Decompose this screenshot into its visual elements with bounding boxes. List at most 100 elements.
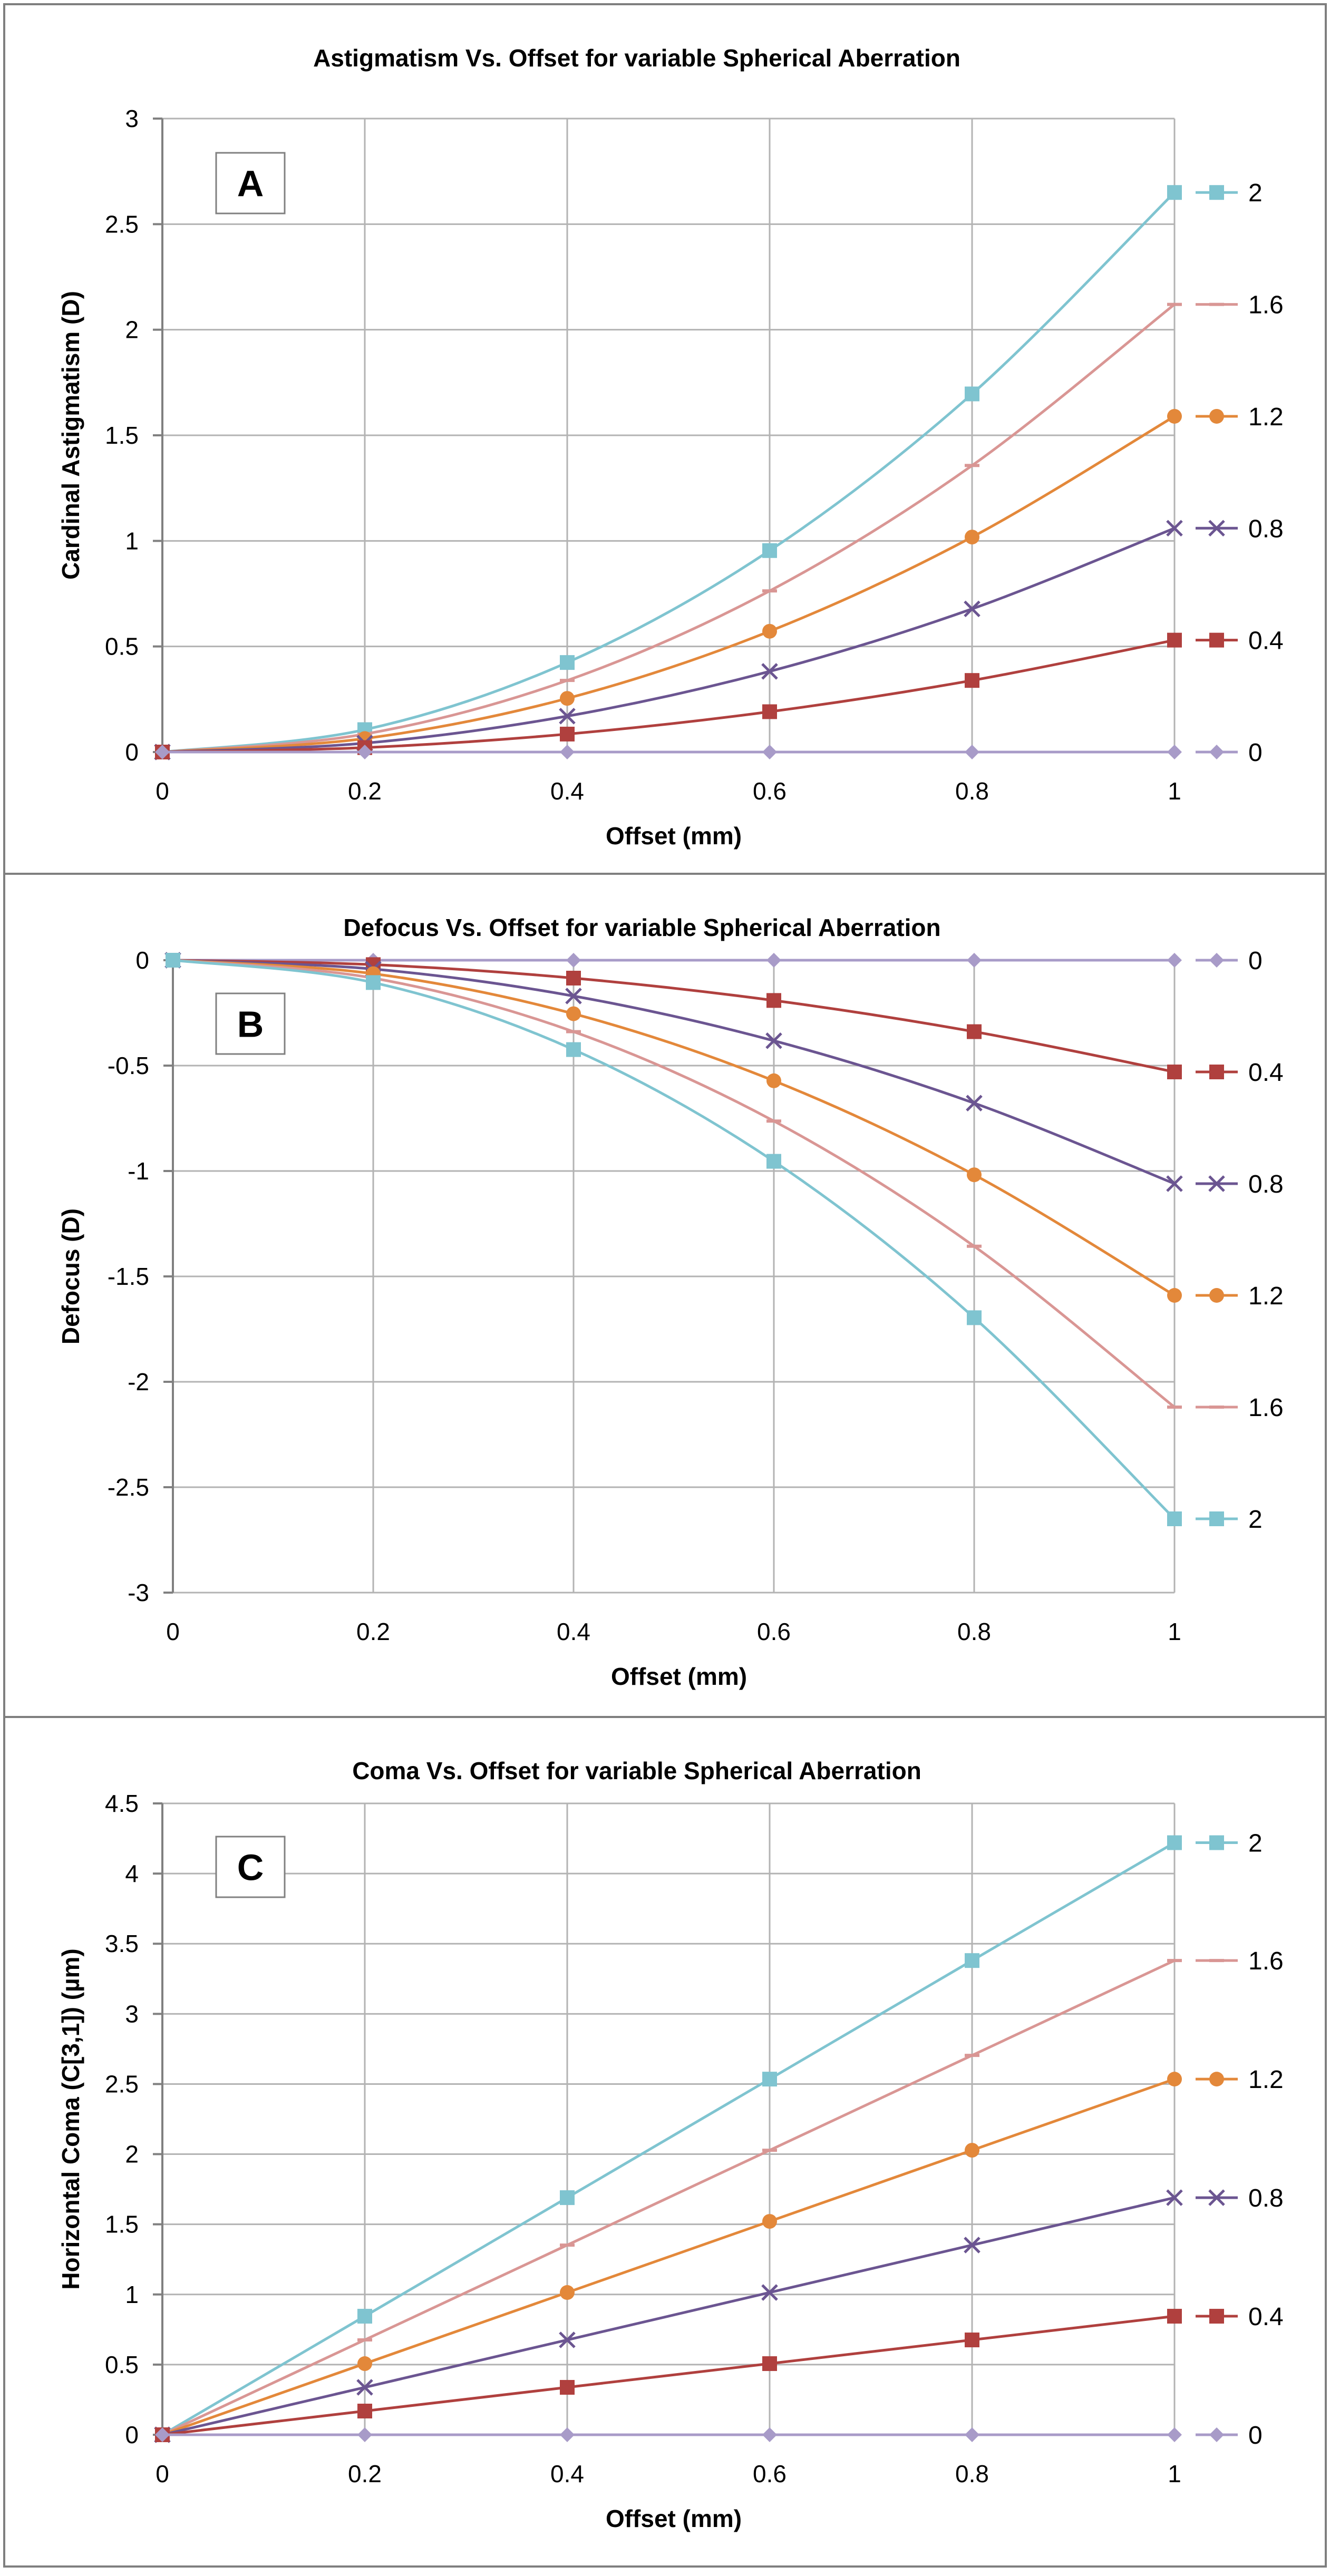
series-line-0-8 — [162, 2196, 1175, 2436]
data-point-1-2 — [762, 623, 777, 639]
legend-label: 0 — [1248, 739, 1263, 767]
data-point-0-8 — [966, 1095, 983, 1111]
x-tick-label: 0.4 — [550, 2460, 584, 2487]
legend-swatch-marker — [1209, 408, 1224, 424]
data-point-1-2 — [1167, 2072, 1182, 2087]
series-line-0-8 — [162, 526, 1175, 754]
legend-entry-0-8: 0.8 — [1196, 515, 1284, 543]
data-point-2 — [1167, 1835, 1182, 1850]
legend-swatch-marker — [1209, 1288, 1224, 1303]
series-line-0-4 — [172, 959, 1175, 1074]
legend-label: 2 — [1248, 1506, 1263, 1534]
x-tick-label: 1 — [1168, 1618, 1181, 1645]
data-point-0-8 — [761, 2284, 778, 2301]
data-point-0-4 — [357, 2404, 372, 2419]
panel-label-box — [215, 992, 286, 1055]
data-point-0-8 — [1166, 2189, 1183, 2206]
y-tick-label: -1 — [128, 1157, 149, 1185]
legend-entry-0-8: 0.8 — [1196, 2184, 1284, 2212]
legend-entry-0: 0 — [1196, 2422, 1263, 2450]
x-tick-label: 0.8 — [955, 2460, 989, 2487]
x-tick-label: 0 — [156, 2460, 169, 2487]
data-point-2 — [560, 2190, 575, 2206]
data-point-0 — [566, 953, 581, 968]
legend-swatch-marker — [1209, 2072, 1224, 2087]
data-point-1-2 — [566, 1006, 581, 1021]
series-0-4 — [155, 2309, 1182, 2442]
x-tick-label: 1 — [1168, 2460, 1181, 2487]
data-point-2 — [560, 655, 575, 670]
series-line-1-6 — [162, 303, 1176, 754]
chart-panel-c: Coma Vs. Offset for variable Spherical A… — [3, 1716, 1327, 2568]
legend-entry-1-6: 1.6 — [1196, 291, 1284, 319]
series-line-1-6 — [161, 1959, 1176, 2436]
data-point-1-2 — [1167, 1288, 1182, 1303]
panel-frame — [3, 3, 1327, 875]
chart-panel-b: Defocus Vs. Offset for variable Spherica… — [3, 873, 1327, 1718]
y-tick-label: 0 — [125, 738, 139, 766]
legend-swatch-marker — [1209, 1835, 1224, 1850]
y-tick-label: 4.5 — [105, 1790, 139, 1817]
data-point-0 — [155, 2427, 170, 2442]
data-point-1-2 — [1167, 408, 1182, 424]
series-line-0-4 — [162, 2315, 1175, 2436]
x-tick-label: 0 — [166, 1618, 180, 1645]
y-tick-label: 4 — [125, 1860, 139, 1887]
data-point-2 — [366, 975, 381, 990]
series-line-1-2 — [162, 415, 1176, 754]
panel-frame — [3, 873, 1327, 1718]
y-tick-label: 3.5 — [105, 1930, 139, 1957]
data-point-0-4 — [967, 1024, 982, 1039]
data-point-2 — [762, 543, 777, 558]
legend-label: 0.8 — [1248, 2184, 1284, 2212]
data-point-1-2 — [965, 530, 979, 545]
series-line-2 — [162, 191, 1176, 754]
data-point-0-4 — [566, 971, 581, 985]
legend-label: 0.8 — [1248, 515, 1284, 543]
legend-swatch-marker — [1209, 1511, 1224, 1526]
data-point-0 — [965, 2427, 979, 2442]
data-point-0 — [967, 953, 982, 968]
legend-entry-1-2: 1.2 — [1196, 1282, 1284, 1310]
legend-entry-0-4: 0.4 — [1196, 2303, 1284, 2331]
data-point-1-2 — [560, 2285, 575, 2300]
data-point-0-8 — [964, 600, 980, 618]
legend-swatch-marker — [1209, 185, 1224, 200]
legend-label: 1.6 — [1248, 291, 1284, 319]
panel-label: B — [237, 1004, 264, 1045]
data-point-0 — [560, 2427, 575, 2442]
legend-swatch-marker — [1209, 745, 1224, 759]
series-line-2 — [161, 1841, 1176, 2436]
legend-label: 1.2 — [1248, 2066, 1284, 2094]
data-point-0 — [762, 745, 777, 759]
x-axis-label: Offset (mm) — [606, 822, 742, 850]
panel-label-box — [215, 152, 286, 214]
y-axis-label: Defocus (D) — [57, 1208, 84, 1344]
legend-entry-0: 0 — [1196, 739, 1263, 767]
data-point-0-8 — [559, 2331, 576, 2348]
series-line-0-8 — [172, 959, 1175, 1185]
legend-entry-1-2: 1.2 — [1196, 2066, 1284, 2094]
legend-swatch-marker — [1208, 520, 1225, 537]
x-tick-label: 0.4 — [550, 777, 584, 805]
legend-entry-1-2: 1.2 — [1196, 403, 1284, 431]
data-point-0-8 — [356, 2379, 373, 2396]
x-tick-label: 1 — [1168, 777, 1181, 805]
legend-entry-1-6: 1.6 — [1196, 1394, 1284, 1422]
data-point-1-2 — [965, 2143, 979, 2158]
data-point-2 — [566, 1042, 581, 1057]
data-point-0-4 — [762, 2356, 777, 2372]
legend-label: 1.6 — [1248, 1394, 1284, 1422]
panel-label: C — [237, 1847, 264, 1888]
data-point-0-8 — [1166, 1175, 1183, 1192]
y-tick-label: -1.5 — [108, 1263, 149, 1290]
data-point-0-8 — [565, 988, 582, 1004]
data-point-0-4 — [965, 673, 979, 688]
y-tick-label: 2 — [125, 316, 139, 344]
data-point-0 — [560, 745, 575, 759]
data-point-2 — [166, 953, 180, 968]
y-tick-label: -3 — [128, 1579, 149, 1606]
legend-entry-0-8: 0.8 — [1196, 1170, 1284, 1198]
data-point-0 — [1167, 745, 1182, 759]
legend-entry-2: 2 — [1196, 1506, 1263, 1534]
